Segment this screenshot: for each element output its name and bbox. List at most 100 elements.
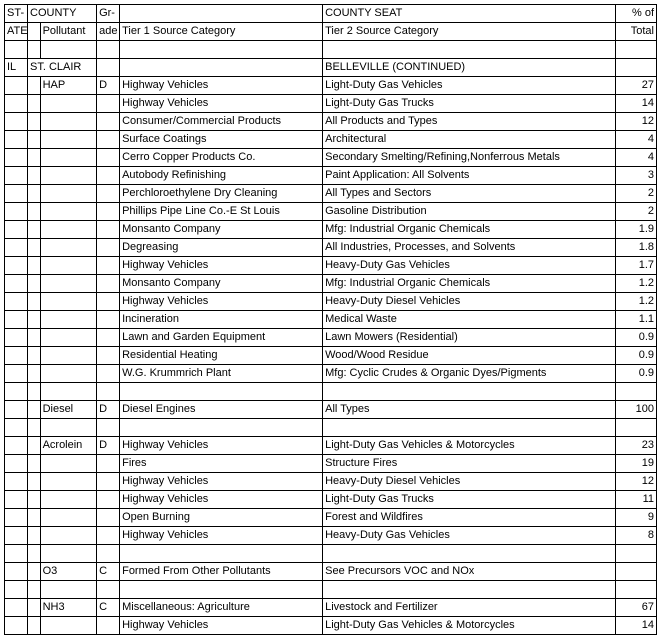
tier2-cell: Architectural [323, 131, 616, 149]
pct-cell: 9 [616, 509, 657, 527]
tier2-cell: Gasoline Distribution [323, 203, 616, 221]
county-seat-cell: BELLEVILLE (CONTINUED) [323, 59, 616, 77]
pct-cell: 100 [616, 401, 657, 419]
tier2-cell: All Products and Types [323, 113, 616, 131]
tier2-cell: Light-Duty Gas Trucks [323, 491, 616, 509]
pct-cell: 1.2 [616, 293, 657, 311]
hdr-tier1: Tier 1 Source Category [120, 23, 323, 41]
data-row: Surface CoatingsArchitectural4 [5, 131, 657, 149]
county-cell: ST. CLAIR [28, 59, 97, 77]
tier1-cell: Highway Vehicles [120, 77, 323, 95]
data-row: Highway VehiclesHeavy-Duty Gas Vehicles1… [5, 257, 657, 275]
tier2-cell: Heavy-Duty Diesel Vehicles [323, 293, 616, 311]
data-row: Highway VehiclesLight-Duty Gas Trucks11 [5, 491, 657, 509]
hdr-seat: COUNTY SEAT [323, 5, 616, 23]
tier1-cell: Fires [120, 455, 323, 473]
data-row: Highway VehiclesLight-Duty Gas Vehicles … [5, 617, 657, 635]
pct-cell: 1.1 [616, 311, 657, 329]
pct-cell: 4 [616, 149, 657, 167]
data-row: Lawn and Garden EquipmentLawn Mowers (Re… [5, 329, 657, 347]
tier1-cell: Highway Vehicles [120, 293, 323, 311]
pollutant-cell: NH3 [40, 599, 97, 617]
data-row: W.G. Krummrich PlantMfg: Cyclic Crudes &… [5, 365, 657, 383]
hdr-pct: % of [616, 5, 657, 23]
data-row: Highway VehiclesLight-Duty Gas Trucks14 [5, 95, 657, 113]
pct-cell: 2 [616, 185, 657, 203]
pct-cell: 1.8 [616, 239, 657, 257]
tier2-cell: Livestock and Fertilizer [323, 599, 616, 617]
data-row: Phillips Pipe Line Co.-E St LouisGasolin… [5, 203, 657, 221]
tier1-cell: Open Burning [120, 509, 323, 527]
table-row [5, 41, 657, 59]
data-row: Autobody RefinishingPaint Application: A… [5, 167, 657, 185]
pollutant-cell: Diesel [40, 401, 97, 419]
pct-cell: 8 [616, 527, 657, 545]
tier2-cell: All Types and Sectors [323, 185, 616, 203]
pct-cell: 2 [616, 203, 657, 221]
grade-cell: D [97, 401, 120, 419]
pct-cell: 23 [616, 437, 657, 455]
pollutant-cell: HAP [40, 77, 97, 95]
tier1-cell: Cerro Copper Products Co. [120, 149, 323, 167]
tier2-cell: Forest and Wildfires [323, 509, 616, 527]
hdr-state: ST- [5, 5, 28, 23]
tier1-cell: Phillips Pipe Line Co.-E St Louis [120, 203, 323, 221]
tier2-cell: Mfg: Industrial Organic Chemicals [323, 275, 616, 293]
tier1-cell: Surface Coatings [120, 131, 323, 149]
pct-cell: 11 [616, 491, 657, 509]
tier1-cell: Highway Vehicles [120, 473, 323, 491]
data-row: IncinerationMedical Waste1.1 [5, 311, 657, 329]
data-row: Highway VehiclesHeavy-Duty Gas Vehicles8 [5, 527, 657, 545]
data-row: Open BurningForest and Wildfires9 [5, 509, 657, 527]
tier2-cell: Light-Duty Gas Vehicles [323, 77, 616, 95]
data-row: Residential HeatingWood/Wood Residue0.9 [5, 347, 657, 365]
tier1-cell: Highway Vehicles [120, 491, 323, 509]
tier2-cell: Wood/Wood Residue [323, 347, 616, 365]
header-row-2: ATEPollutantadeTier 1 Source CategoryTie… [5, 23, 657, 41]
grade-cell: D [97, 437, 120, 455]
pct-cell: 4 [616, 131, 657, 149]
pct-cell: 14 [616, 617, 657, 635]
pct-cell: 1.7 [616, 257, 657, 275]
data-row: DegreasingAll Industries, Processes, and… [5, 239, 657, 257]
tier1-cell: Autobody Refinishing [120, 167, 323, 185]
pct-cell: 0.9 [616, 365, 657, 383]
tier1-cell: Highway Vehicles [120, 257, 323, 275]
tier2-cell: All Industries, Processes, and Solvents [323, 239, 616, 257]
data-row: Consumer/Commercial ProductsAll Products… [5, 113, 657, 131]
tier2-cell: Mfg: Industrial Organic Chemicals [323, 221, 616, 239]
data-row: Highway VehiclesHeavy-Duty Diesel Vehicl… [5, 473, 657, 491]
table-row [5, 419, 657, 437]
pct-cell: 12 [616, 473, 657, 491]
tier1-cell: Degreasing [120, 239, 323, 257]
county-lead-row: ILST. CLAIR BELLEVILLE (CONTINUED) [5, 59, 657, 77]
tier2-cell: Light-Duty Gas Trucks [323, 95, 616, 113]
header-row-1: ST-COUNTYGr-COUNTY SEAT% of [5, 5, 657, 23]
state-cell: IL [5, 59, 28, 77]
data-row: DieselDDiesel EnginesAll Types100 [5, 401, 657, 419]
pct-cell: 3 [616, 167, 657, 185]
tier1-cell: W.G. Krummrich Plant [120, 365, 323, 383]
hdr-grade: Gr- [97, 5, 120, 23]
data-row: Perchloroethylene Dry CleaningAll Types … [5, 185, 657, 203]
pct-cell: 19 [616, 455, 657, 473]
tier2-cell: Structure Fires [323, 455, 616, 473]
table-row [5, 581, 657, 599]
pct-cell: 0.9 [616, 329, 657, 347]
tier2-cell: All Types [323, 401, 616, 419]
tier1-cell: Incineration [120, 311, 323, 329]
tier2-cell: Light-Duty Gas Vehicles & Motorcycles [323, 437, 616, 455]
tier1-cell: Highway Vehicles [120, 527, 323, 545]
tier1-cell: Residential Heating [120, 347, 323, 365]
pct-cell: 67 [616, 599, 657, 617]
tier1-cell: Consumer/Commercial Products [120, 113, 323, 131]
hdr-tier2: Tier 2 Source Category [323, 23, 616, 41]
data-row: FiresStructure Fires19 [5, 455, 657, 473]
tier1-cell: Lawn and Garden Equipment [120, 329, 323, 347]
tier1-cell: Perchloroethylene Dry Cleaning [120, 185, 323, 203]
tier2-cell: Light-Duty Gas Vehicles & Motorcycles [323, 617, 616, 635]
pollutant-cell: Acrolein [40, 437, 97, 455]
table-row [5, 545, 657, 563]
data-row: Monsanto CompanyMfg: Industrial Organic … [5, 275, 657, 293]
data-row: Highway VehiclesHeavy-Duty Diesel Vehicl… [5, 293, 657, 311]
